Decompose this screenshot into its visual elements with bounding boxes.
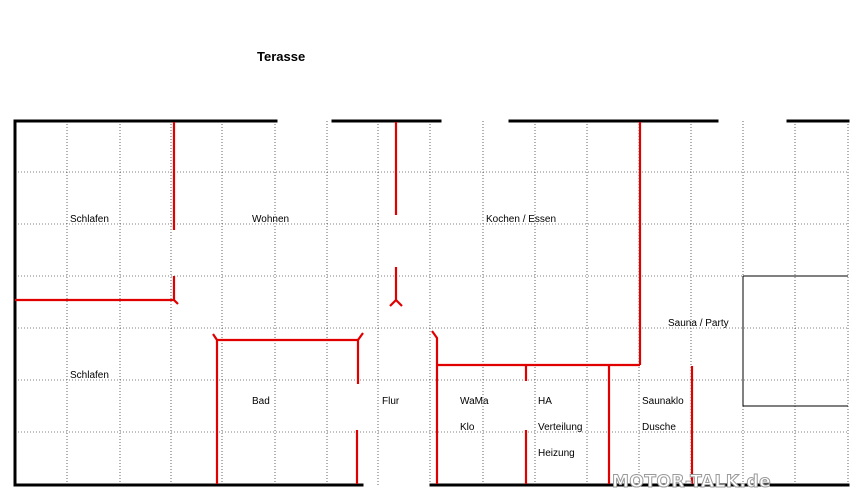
room-label-ha: HA bbox=[538, 396, 552, 407]
room-label-saunaklo: Saunaklo bbox=[642, 396, 684, 407]
room-label-kochen-essen: Kochen / Essen bbox=[486, 214, 556, 225]
room-labels: Schlafen Wohnen Kochen / Essen Sauna / P… bbox=[70, 214, 729, 459]
watermark: MOTOR-TALK.de bbox=[612, 472, 771, 492]
room-label-verteilung: Verteilung bbox=[538, 422, 582, 433]
outer-walls bbox=[13, 119, 850, 487]
inner-walls bbox=[15, 122, 694, 484]
room-label-schlafen-2: Schlafen bbox=[70, 370, 109, 381]
room-label-dusche: Dusche bbox=[642, 422, 676, 433]
sauna-box bbox=[742, 275, 848, 407]
room-label-wama: WaMa bbox=[460, 396, 489, 407]
room-label-schlafen-1: Schlafen bbox=[70, 214, 109, 225]
room-label-sauna-party: Sauna / Party bbox=[668, 318, 729, 329]
terrace-title: Terasse bbox=[257, 49, 305, 64]
grid bbox=[15, 121, 849, 485]
room-label-klo: Klo bbox=[460, 422, 475, 433]
room-label-flur: Flur bbox=[382, 396, 400, 407]
room-label-heizung: Heizung bbox=[538, 448, 575, 459]
room-label-bad: Bad bbox=[252, 396, 270, 407]
room-label-wohnen: Wohnen bbox=[252, 214, 289, 225]
